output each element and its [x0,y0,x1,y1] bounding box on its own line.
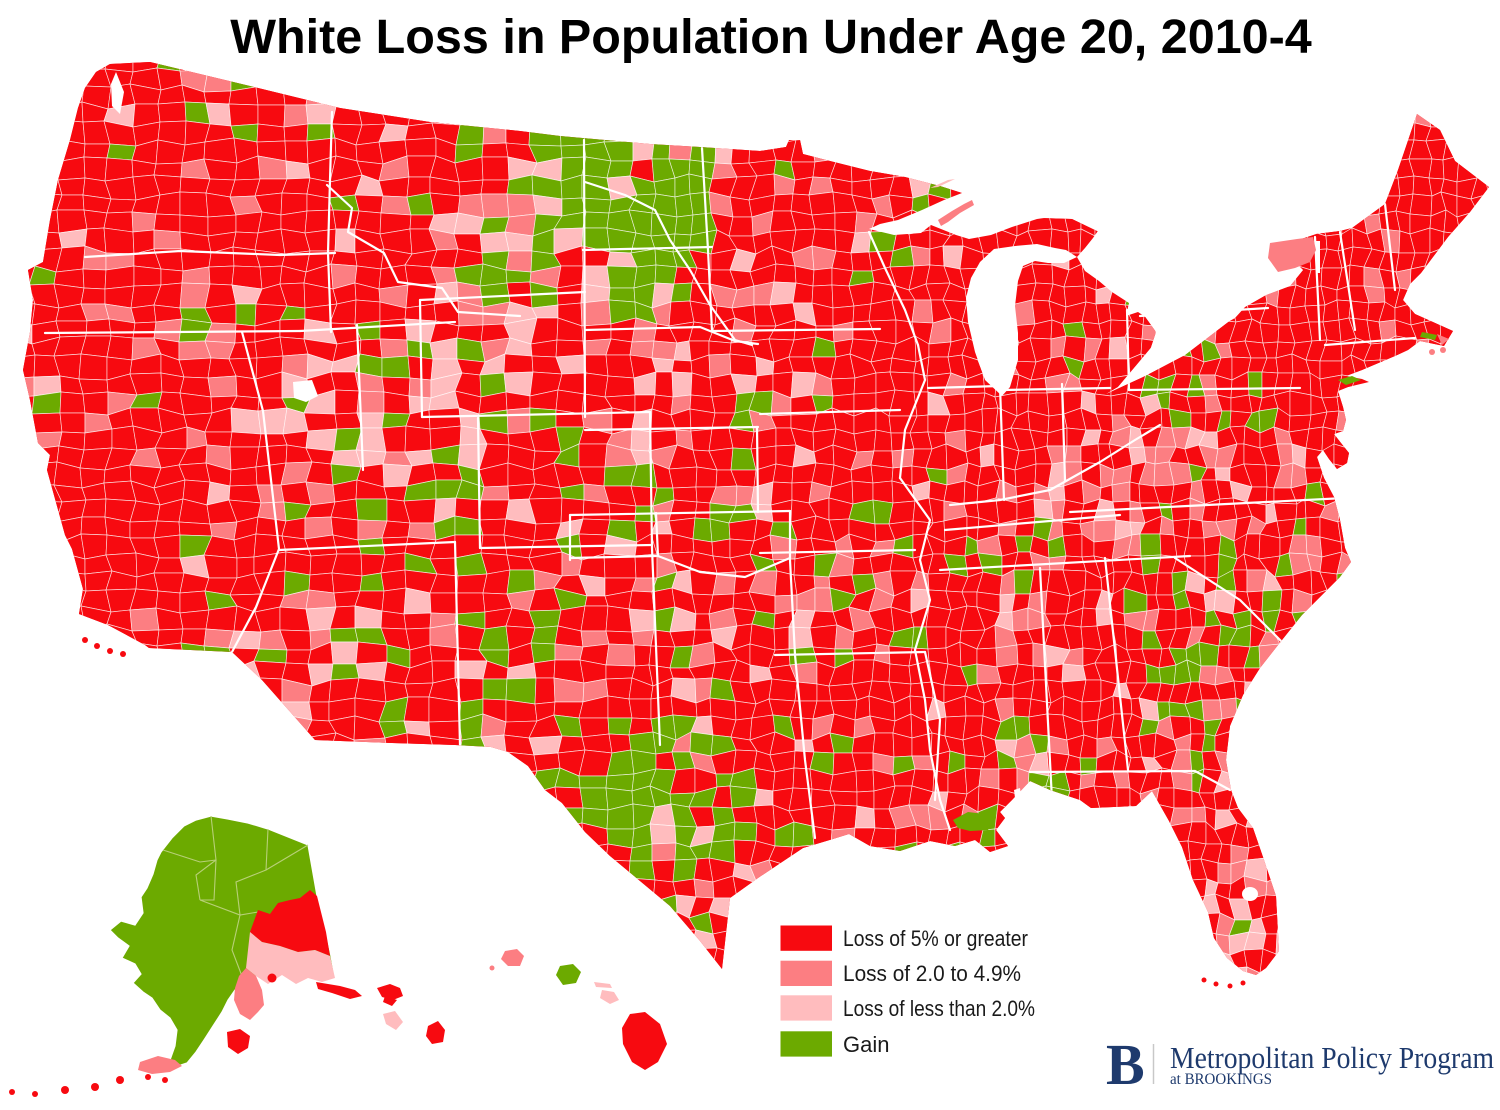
svg-text:B: B [1106,1032,1145,1097]
svg-text:Gain: Gain [843,1032,889,1057]
svg-text:at BROOKINGS: at BROOKINGS [1170,1071,1272,1088]
svg-text:Loss of 2.0 to 4.9%: Loss of 2.0 to 4.9% [843,961,1021,986]
svg-text:Loss of less than 2.0%: Loss of less than 2.0% [843,996,1035,1021]
svg-text:Loss of 5% or greater: Loss of 5% or greater [843,926,1028,951]
svg-text:Metropolitan Policy Program: Metropolitan Policy Program [1170,1040,1494,1075]
svg-text:White Loss in Population Under: White Loss in Population Under Age 20, 2… [230,10,1312,64]
